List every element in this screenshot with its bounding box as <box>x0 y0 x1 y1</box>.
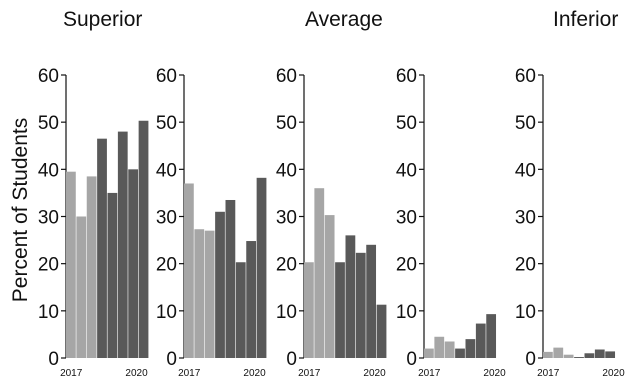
bar-panel-3-3 <box>455 348 465 358</box>
bar-panel-2-2 <box>324 215 335 358</box>
y-tick-label-3-4: 40 <box>396 160 417 181</box>
bar-panel-4-5 <box>594 349 605 358</box>
bar-panel-1-7 <box>256 177 267 358</box>
bar-panel-4-4 <box>584 353 595 358</box>
y-tick-label-1-4: 40 <box>156 160 177 181</box>
bar-panel-4-1 <box>553 347 564 358</box>
y-tick-label-4-2: 20 <box>515 255 536 276</box>
bar-panel-0-5 <box>117 131 128 358</box>
y-tick-label-3-6: 60 <box>396 66 417 87</box>
x-tick-label-2-last: 2020 <box>363 368 386 379</box>
bar-panel-3-0 <box>424 348 434 358</box>
y-tick-label-4-3: 30 <box>515 208 536 229</box>
bar-panel-4-6 <box>605 351 616 358</box>
y-tick-label-2-1: 10 <box>276 302 297 323</box>
bar-panel-1-5 <box>235 262 246 358</box>
y-tick-label-1-1: 10 <box>156 302 177 323</box>
y-tick-label-2-6: 60 <box>276 66 297 87</box>
y-tick-label-1-6: 60 <box>156 66 177 87</box>
y-tick-label-0-6: 60 <box>38 66 59 87</box>
bar-panel-0-7 <box>138 120 149 358</box>
x-tick-label-1-last: 2020 <box>243 368 266 379</box>
bar-panel-4-2 <box>563 354 574 358</box>
y-tick-label-4-5: 50 <box>515 113 536 134</box>
bar-panel-3-6 <box>486 314 497 358</box>
y-tick-label-1-0: 0 <box>166 349 177 370</box>
y-tick-label-1-2: 20 <box>156 255 177 276</box>
bar-panel-0-3 <box>97 138 107 358</box>
y-tick-label-2-2: 20 <box>276 255 297 276</box>
y-tick-label-0-5: 50 <box>38 113 59 134</box>
bar-panel-4-0 <box>543 351 553 358</box>
bar-panel-2-7 <box>376 304 387 358</box>
bar-panel-3-1 <box>434 336 445 358</box>
x-tick-label-3-first: 2017 <box>418 368 441 379</box>
bar-panel-2-6 <box>366 244 377 358</box>
y-tick-label-1-5: 50 <box>156 113 177 134</box>
y-tick-label-2-4: 40 <box>276 160 297 181</box>
y-tick-label-3-2: 20 <box>396 255 417 276</box>
y-tick-label-0-1: 10 <box>38 302 59 323</box>
y-tick-label-2-3: 30 <box>276 208 297 229</box>
x-tick-label-2-first: 2017 <box>298 368 321 379</box>
bar-panel-0-1 <box>76 216 87 358</box>
y-tick-label-0-2: 20 <box>38 255 59 276</box>
bar-panel-2-0 <box>304 262 314 358</box>
x-tick-label-3-last: 2020 <box>483 368 506 379</box>
y-tick-label-3-0: 0 <box>406 349 417 370</box>
y-tick-label-0-4: 40 <box>38 160 59 181</box>
y-tick-label-2-0: 0 <box>286 349 297 370</box>
bar-panel-3-4 <box>465 339 476 358</box>
bar-panel-1-1 <box>194 229 205 358</box>
bar-panel-1-6 <box>246 241 257 358</box>
x-tick-label-4-first: 2017 <box>537 368 560 379</box>
y-tick-label-3-1: 10 <box>396 302 417 323</box>
bar-panel-2-3 <box>335 262 345 358</box>
bar-panel-0-4 <box>107 192 118 358</box>
group-title-inferior: Inferior <box>553 8 619 31</box>
x-tick-label-0-first: 2017 <box>60 368 83 379</box>
bar-panel-1-2 <box>204 230 215 358</box>
bar-panel-0-0 <box>66 171 76 358</box>
bar-panel-0-2 <box>86 176 97 358</box>
y-tick-label-3-3: 30 <box>396 208 417 229</box>
bar-panel-2-1 <box>314 188 325 358</box>
bar-panel-3-2 <box>444 341 455 358</box>
y-tick-label-2-5: 50 <box>276 113 297 134</box>
bar-panel-0-6 <box>128 169 139 358</box>
y-tick-label-4-6: 60 <box>515 66 536 87</box>
x-tick-label-4-last: 2020 <box>602 368 625 379</box>
bar-panel-1-3 <box>215 211 225 358</box>
bar-panel-2-4 <box>345 235 356 358</box>
group-title-average: Average <box>305 8 383 31</box>
y-tick-label-1-3: 30 <box>156 208 177 229</box>
bar-panel-4-3 <box>574 357 584 358</box>
bar-panel-1-0 <box>184 183 194 358</box>
bar-panel-1-4 <box>225 199 236 358</box>
y-tick-label-4-1: 10 <box>515 302 536 323</box>
y-tick-label-3-5: 50 <box>396 113 417 134</box>
bar-panel-3-5 <box>475 323 486 358</box>
bar-panel-2-5 <box>355 252 366 358</box>
y-tick-label-4-4: 40 <box>515 160 536 181</box>
x-tick-label-1-first: 2017 <box>178 368 201 379</box>
y-tick-label-0-3: 30 <box>38 208 59 229</box>
y-tick-label-0-0: 0 <box>48 349 59 370</box>
y-tick-label-4-0: 0 <box>525 349 536 370</box>
x-tick-label-0-last: 2020 <box>125 368 148 379</box>
group-title-superior: Superior <box>63 8 143 31</box>
